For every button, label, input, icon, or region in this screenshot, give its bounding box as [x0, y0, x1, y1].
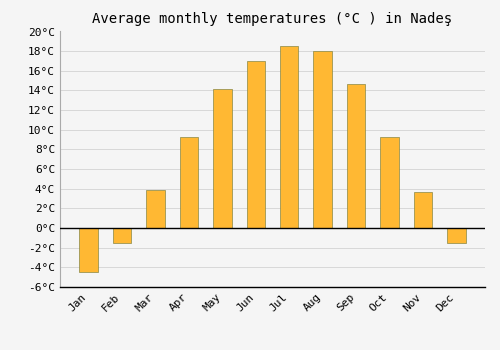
- Bar: [213, 90, 232, 228]
- Bar: [280, 46, 298, 228]
- Bar: [80, 228, 98, 272]
- Bar: [113, 228, 131, 243]
- Bar: [347, 84, 366, 228]
- Bar: [380, 136, 399, 228]
- Bar: [448, 228, 466, 243]
- Bar: [180, 136, 198, 228]
- Bar: [246, 61, 265, 228]
- Bar: [414, 192, 432, 228]
- Bar: [146, 190, 165, 228]
- Bar: [314, 51, 332, 228]
- Title: Average monthly temperatures (°C ) in Nadeş: Average monthly temperatures (°C ) in Na…: [92, 12, 452, 26]
